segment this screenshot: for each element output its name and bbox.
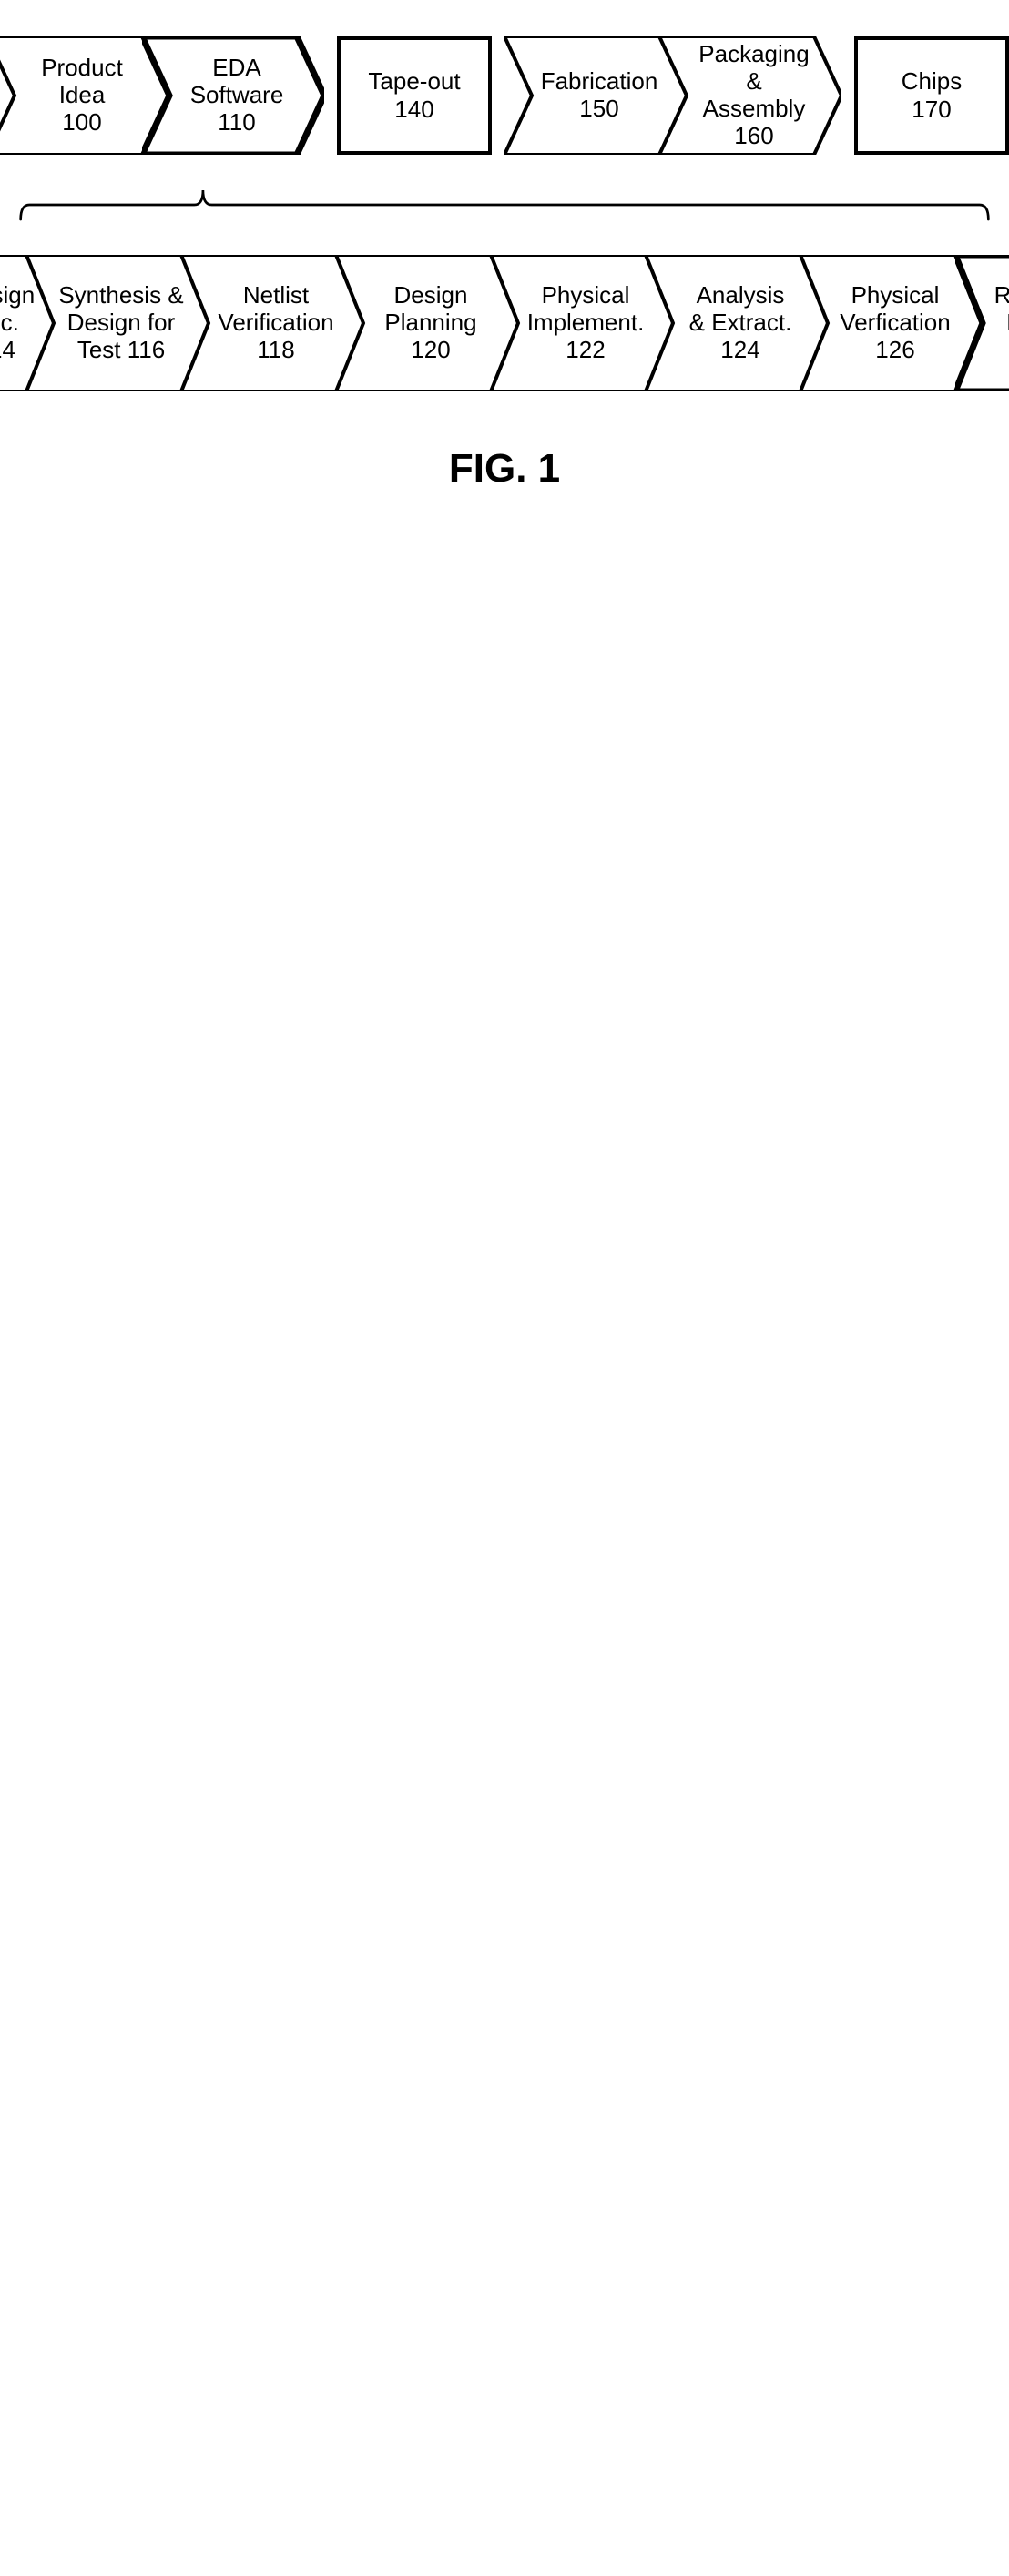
figure-label: FIG. 1	[449, 446, 560, 492]
flow-step-label: Tape-out140	[368, 67, 460, 124]
flow-step: ResolutionEnhanc.128	[955, 255, 1009, 391]
flow-step-label: Analysis& Extract.124	[673, 282, 801, 364]
flow-step-label: NetlistVerification118	[201, 282, 342, 364]
bottom-flow-row: SystemDesign112Logic Designand Func.Veri…	[0, 255, 1009, 391]
flow-step-label: ResolutionEnhanc.128	[978, 282, 1009, 364]
flow-step-rect: Tape-out140	[337, 36, 492, 155]
flow-step-label: Synthesis &Design forTest 116	[42, 282, 192, 364]
flow-step: Packaging&Assembly160	[659, 36, 841, 155]
flow-step-label: DesignPlanning120	[368, 282, 485, 364]
flow-step-label: Fabrication150	[525, 68, 668, 123]
flow-step-label: PhysicalVerfication126	[823, 282, 959, 364]
curly-brace	[18, 173, 991, 237]
flow-step-label: Packaging&Assembly160	[682, 41, 818, 150]
flow-step-label: Logic Designand Func.Verif. 114	[0, 282, 44, 364]
top-flow-row: ProductIdea100 EDASoftware110 Tape-out140 F…	[0, 36, 1009, 155]
flow-step-label: ProductIdea100	[25, 55, 132, 137]
figure-1: ProductIdea100 EDASoftware110 Tape-out140 F…	[18, 36, 991, 492]
flow-step-label: EDASoftware110	[174, 55, 293, 137]
brace-container	[18, 173, 991, 237]
flow-step-rect: Chips170	[854, 36, 1009, 155]
flow-step: EDASoftware110	[142, 36, 324, 155]
flow-step-label: PhysicalImplement.122	[511, 282, 654, 364]
flow-step-label: Chips170	[902, 67, 962, 124]
